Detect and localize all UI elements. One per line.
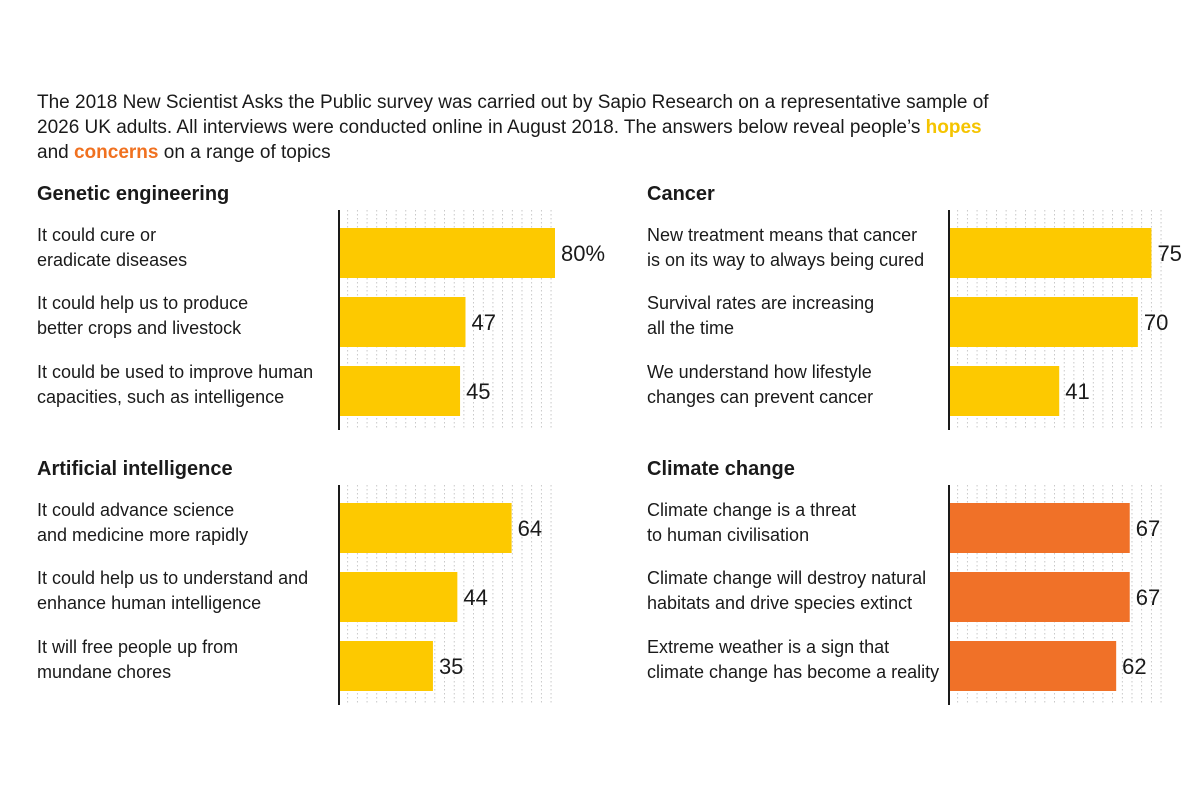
climate-change-item-label-line: Climate change is a threat: [647, 500, 857, 520]
artificial-intelligence-plot: 64 44 35: [338, 485, 618, 705]
genetic-engineering-title: Genetic engineering: [37, 183, 230, 205]
genetic-engineering-value-label: 80%: [561, 241, 605, 266]
hopes-legend-word: hopes: [925, 117, 982, 138]
climate-change-title: Climate change: [647, 458, 795, 480]
cancer-item-label-line: is on its way to always being cured: [647, 250, 925, 270]
intro-and: and: [37, 142, 74, 163]
genetic-engineering-value-label: 47: [471, 310, 495, 335]
climate-change-bar-chart: 67 67 62: [948, 485, 1162, 705]
genetic-engineering-bar: [338, 297, 466, 347]
artificial-intelligence-item-label-line: and medicine more rapidly: [37, 525, 249, 545]
artificial-intelligence-bar: [338, 641, 433, 691]
cancer-item-label: Survival rates are increasing all the tim…: [647, 291, 947, 341]
climate-change-value-label: 67: [1136, 516, 1160, 541]
artificial-intelligence-item-label-line: enhance human intelligence: [37, 593, 262, 613]
artificial-intelligence-item-label-line: It will free people up from: [37, 637, 239, 657]
climate-change-item-label-line: climate change has become a reality: [647, 662, 940, 682]
intro-text: The 2018 New Scientist Asks the Public s…: [37, 90, 997, 165]
genetic-engineering-item-label: It could be used to improve human capacit…: [37, 360, 337, 410]
intro-text-before: The 2018 New Scientist Asks the Public s…: [37, 92, 989, 138]
artificial-intelligence-bar: [338, 572, 458, 622]
climate-change-value-label: 67: [1136, 585, 1160, 610]
cancer-item-label-line: New treatment means that cancer: [647, 225, 918, 245]
genetic-engineering-bar: [338, 366, 461, 416]
genetic-engineering-panel: Genetic engineering It could cure or eradi…: [37, 183, 617, 453]
climate-change-value-label: 62: [1122, 654, 1146, 679]
climate-change-bar: [948, 641, 1117, 691]
climate-change-bar: [948, 503, 1130, 553]
artificial-intelligence-title: Artificial intelligence: [37, 458, 233, 480]
artificial-intelligence-item-label: It could help us to understand and enhanc…: [37, 566, 337, 616]
genetic-engineering-item-label-line: eradicate diseases: [37, 250, 188, 270]
climate-change-bar: [948, 572, 1130, 622]
genetic-engineering-item-label-line: It could be used to improve human: [37, 362, 314, 382]
artificial-intelligence-item-label: It could advance science and medicine mor…: [37, 498, 337, 548]
artificial-intelligence-item-label-line: It could help us to understand and: [37, 568, 309, 588]
genetic-engineering-bar-chart: 80% 47 45: [338, 210, 605, 430]
cancer-item-label-line: changes can prevent cancer: [647, 387, 874, 407]
climate-change-panel: Climate change Climate change is a threat…: [647, 458, 1200, 728]
cancer-item-label: We understand how lifestyle changes can p…: [647, 360, 947, 410]
genetic-engineering-plot: 80% 47 45: [338, 210, 618, 430]
artificial-intelligence-bar-chart: 64 44 35: [338, 485, 552, 705]
cancer-bar: [948, 366, 1060, 416]
artificial-intelligence-value-label: 64: [518, 516, 542, 541]
cancer-plot: 75 70 41: [948, 210, 1200, 430]
artificial-intelligence-bar: [338, 503, 512, 553]
artificial-intelligence-value-label: 35: [439, 654, 463, 679]
climate-change-item-label-line: habitats and drive species extinct: [647, 593, 913, 613]
artificial-intelligence-panel: Artificial intelligence It could advance …: [37, 458, 617, 728]
cancer-item-label-line: all the time: [647, 318, 735, 338]
genetic-engineering-item-label: It could help us to produce better crops …: [37, 291, 337, 341]
climate-change-item-label-line: to human civilisation: [647, 525, 810, 545]
genetic-engineering-item-label: It could cure or eradicate diseases: [37, 223, 337, 273]
concerns-legend-word: concerns: [73, 142, 159, 163]
cancer-value-label: 70: [1144, 310, 1168, 335]
climate-change-plot: 67 67 62: [948, 485, 1200, 705]
artificial-intelligence-value-label: 44: [463, 585, 487, 610]
cancer-item-label-line: Survival rates are increasing: [647, 293, 875, 313]
artificial-intelligence-item-label-line: mundane chores: [37, 662, 172, 682]
genetic-engineering-item-label-line: It could cure or: [37, 225, 157, 245]
cancer-value-label: 41: [1065, 379, 1089, 404]
genetic-engineering-item-label-line: better crops and livestock: [37, 318, 242, 338]
cancer-item-label: New treatment means that cancer is on its…: [647, 223, 947, 273]
intro-text-after: on a range of topics: [158, 142, 331, 163]
cancer-title: Cancer: [647, 183, 715, 205]
genetic-engineering-item-label-line: It could help us to produce: [37, 293, 249, 313]
climate-change-item-label: Extreme weather is a sign that climate ch…: [647, 635, 947, 685]
genetic-engineering-bar: [338, 228, 555, 278]
artificial-intelligence-item-label-line: It could advance science: [37, 500, 235, 520]
genetic-engineering-value-label: 45: [466, 379, 490, 404]
genetic-engineering-item-label-line: capacities, such as intelligence: [37, 387, 285, 407]
climate-change-item-label-line: Climate change will destroy natural: [647, 568, 927, 588]
cancer-bar: [948, 228, 1152, 278]
climate-change-item-label: Climate change is a threat to human civil…: [647, 498, 947, 548]
climate-change-item-label: Climate change will destroy natural habit…: [647, 566, 947, 616]
cancer-value-label: 75: [1157, 241, 1181, 266]
cancer-item-label-line: We understand how lifestyle: [647, 362, 872, 382]
artificial-intelligence-item-label: It will free people up from mundane chore…: [37, 635, 337, 685]
cancer-panel: Cancer New treatment means that cancer is …: [647, 183, 1200, 453]
cancer-bar-chart: 75 70 41: [948, 210, 1182, 430]
climate-change-item-label-line: Extreme weather is a sign that: [647, 637, 890, 657]
cancer-bar: [948, 297, 1138, 347]
